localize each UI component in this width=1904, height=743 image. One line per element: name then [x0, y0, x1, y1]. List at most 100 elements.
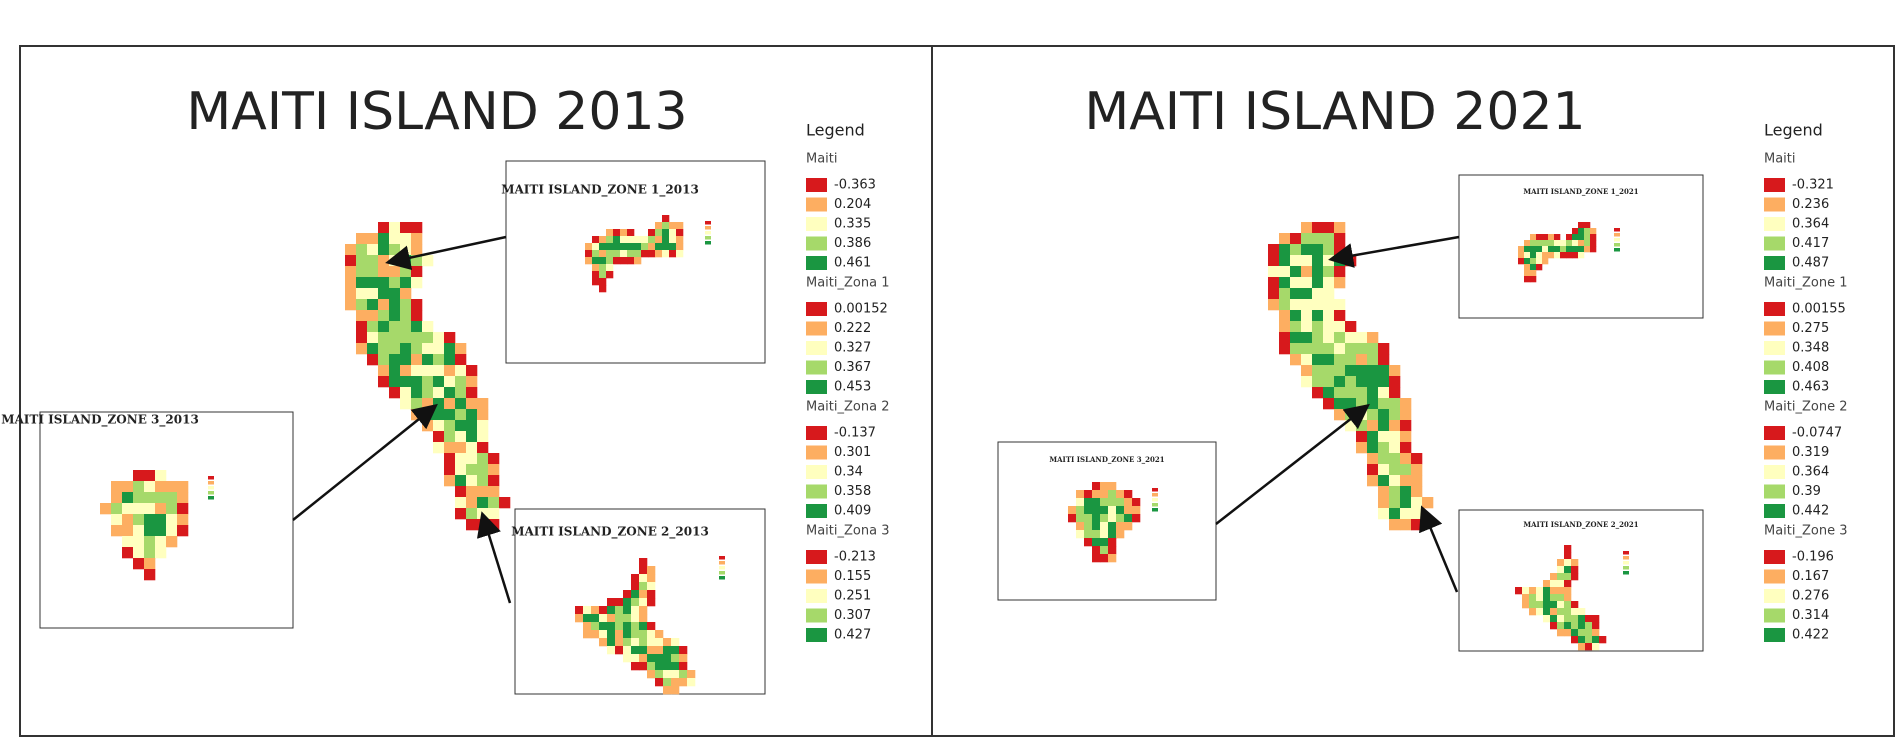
- raster-cell: [1550, 608, 1558, 616]
- raster-cell: [1592, 615, 1600, 623]
- raster-cell: [488, 497, 500, 509]
- raster-cell: [155, 481, 167, 493]
- inset-legend-swatch: [1623, 556, 1629, 560]
- legend-swatch: [806, 628, 827, 642]
- raster-cell: [1312, 354, 1324, 366]
- raster-cell: [455, 409, 467, 421]
- raster-cell: [620, 229, 628, 237]
- arrow: [292, 403, 438, 521]
- raster-cell: [639, 566, 648, 575]
- raster-cell: [1530, 240, 1537, 247]
- raster-cell: [1301, 365, 1313, 377]
- raster-cell: [1100, 530, 1109, 539]
- legend-swatch: [1764, 628, 1785, 642]
- raster-cell: [1323, 376, 1335, 388]
- raster-cell: [1378, 486, 1390, 498]
- raster-cell: [1279, 277, 1291, 289]
- raster-cell: [1529, 601, 1537, 609]
- raster-cell: [444, 365, 456, 377]
- raster-cell: [1301, 222, 1313, 234]
- raster-cell: [1367, 343, 1379, 355]
- raster-cell: [411, 277, 423, 289]
- raster-cell: [1312, 376, 1324, 388]
- raster-cell: [367, 233, 379, 245]
- raster-cell: [367, 255, 379, 267]
- legend-swatch: [1764, 465, 1785, 479]
- raster-cell: [1578, 636, 1586, 644]
- raster-cell: [1530, 246, 1537, 253]
- raster-cell: [345, 277, 357, 289]
- panel-frame: [931, 45, 1895, 737]
- raster-cell: [1116, 514, 1125, 523]
- raster-cell: [655, 654, 664, 663]
- raster-cell: [1411, 519, 1423, 531]
- raster-cell: [1116, 490, 1125, 499]
- raster-cell: [623, 638, 632, 647]
- legend-swatch: [806, 426, 827, 440]
- raster-cell: [1290, 255, 1302, 267]
- raster-cell: [592, 271, 600, 279]
- raster-cell: [1560, 246, 1567, 253]
- legend-value: 0.358: [834, 484, 871, 499]
- raster-cell: [455, 464, 467, 476]
- raster-cell: [631, 606, 640, 615]
- inset-legend-swatch: [719, 566, 725, 570]
- raster-cell: [356, 233, 368, 245]
- raster-cell: [639, 622, 648, 631]
- raster-cell: [356, 343, 368, 355]
- raster-cell: [676, 236, 684, 244]
- raster-cell: [1564, 566, 1572, 574]
- raster-cell: [367, 321, 379, 333]
- raster-cell: [1554, 246, 1561, 253]
- inset-legend-swatch: [1152, 488, 1158, 492]
- legend-swatch: [1764, 569, 1785, 584]
- legend-value: 0.348: [1792, 341, 1829, 356]
- raster-cell: [592, 257, 600, 265]
- raster-cell: [422, 343, 434, 355]
- raster-cell: [1068, 506, 1077, 515]
- raster-cell: [1312, 332, 1324, 344]
- raster-cell: [133, 514, 145, 526]
- raster-cell: [422, 321, 434, 333]
- raster-cell: [1557, 629, 1565, 637]
- raster-cell: [1084, 498, 1093, 507]
- raster-cell: [676, 250, 684, 258]
- raster-cell: [111, 492, 123, 504]
- raster-cell: [144, 492, 156, 504]
- raster-cell: [1592, 643, 1600, 651]
- raster-cell: [613, 257, 621, 265]
- raster-cell: [133, 525, 145, 537]
- raster-cell: [669, 250, 677, 258]
- raster-cell: [356, 321, 368, 333]
- legend-value: 0.422: [1792, 628, 1829, 643]
- raster-cell: [1548, 252, 1555, 259]
- raster-cell: [1584, 228, 1591, 235]
- raster-cell: [1323, 310, 1335, 322]
- raster-cell: [648, 250, 656, 258]
- raster-cell: [400, 365, 412, 377]
- raster-cell: [367, 332, 379, 344]
- raster-cell: [488, 486, 500, 498]
- raster-cell: [444, 332, 456, 344]
- raster-cell: [433, 431, 445, 443]
- raster-cell: [669, 229, 677, 237]
- raster-cell: [1599, 636, 1607, 644]
- raster-cell: [389, 365, 401, 377]
- raster-cell: [444, 343, 456, 355]
- legend-group: Maiti: [806, 152, 838, 167]
- legend-swatch: [806, 589, 827, 603]
- raster-cell: [1334, 222, 1346, 234]
- raster-cell: [433, 343, 445, 355]
- legend-value: 0.222: [834, 321, 871, 336]
- raster-cell: [400, 266, 412, 278]
- raster-cell: [585, 250, 593, 258]
- inset-legend-swatch: [719, 561, 725, 565]
- inset-legend-swatch: [1623, 551, 1629, 555]
- raster-cell: [671, 638, 680, 647]
- raster-cell: [411, 255, 423, 267]
- raster-cell: [1542, 258, 1549, 265]
- raster-cell: [1550, 594, 1558, 602]
- raster-cell: [1585, 629, 1593, 637]
- arrow: [1215, 403, 1370, 525]
- legend-swatch: [806, 302, 827, 316]
